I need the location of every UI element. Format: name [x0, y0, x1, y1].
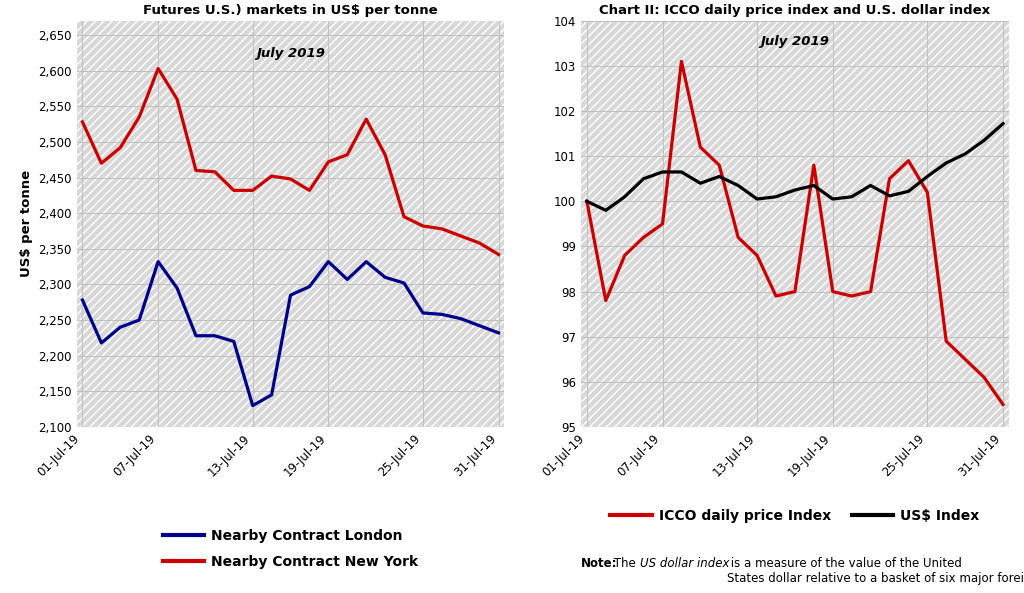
Text: July 2019: July 2019 — [256, 47, 325, 60]
Text: US dollar index: US dollar index — [640, 557, 729, 570]
Legend: ICCO daily price Index, US$ Index: ICCO daily price Index, US$ Index — [604, 503, 985, 528]
Text: July 2019: July 2019 — [761, 35, 829, 48]
Y-axis label: US$ per tonne: US$ per tonne — [19, 170, 33, 278]
Text: Note:: Note: — [582, 557, 617, 570]
Legend: Nearby Contract London, Nearby Contract New York: Nearby Contract London, Nearby Contract … — [157, 523, 424, 575]
Text: Chart I: Prices of the nearby futures contract on the
London (ICE Futures Europe: Chart I: Prices of the nearby futures co… — [95, 0, 486, 17]
Text: is a measure of the value of the United
States dollar relative to a basket of si: is a measure of the value of the United … — [727, 557, 1024, 585]
Text: The: The — [610, 557, 640, 570]
Text: Chart II: ICCO daily price index and U.S. dollar index: Chart II: ICCO daily price index and U.S… — [599, 4, 990, 17]
